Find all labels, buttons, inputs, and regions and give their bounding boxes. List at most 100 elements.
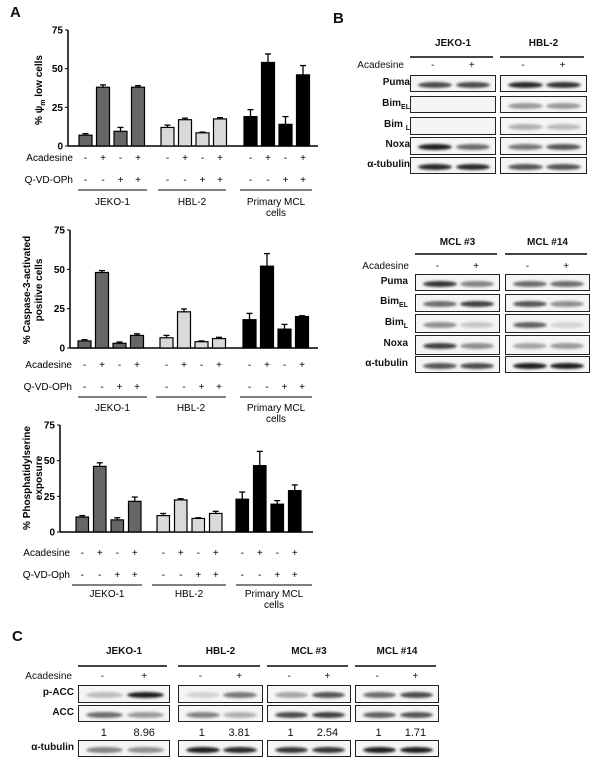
pacc-ratio: 1.71 xyxy=(404,727,427,739)
blot-row-label: Puma xyxy=(382,76,410,88)
y-axis-label: % ψm low cells xyxy=(34,55,47,125)
blot-row-label: α-tubulin xyxy=(367,158,410,170)
qvd-sign: + xyxy=(118,175,124,186)
acadesine-sign: + xyxy=(299,360,305,371)
label-subscript: EL xyxy=(399,302,408,309)
acadesine-row-label: Acadesine xyxy=(25,360,72,371)
lane-sign: + xyxy=(468,60,475,71)
blot-strip xyxy=(500,117,587,135)
protein-band xyxy=(512,321,547,328)
blot-group-header: JEKO-1 xyxy=(105,646,143,657)
bar-hbl-2 xyxy=(176,311,192,349)
protein-band xyxy=(185,692,220,698)
group-underline xyxy=(410,56,493,58)
bar-jeko-1 xyxy=(77,340,92,349)
blot-strip xyxy=(500,96,587,113)
y-tick-label: 50 xyxy=(52,64,64,75)
group-label: HBL-2 xyxy=(177,403,206,414)
qvd-sign: - xyxy=(101,175,104,186)
panel-letter-a: A xyxy=(10,4,21,21)
panel-letter-c: C xyxy=(12,628,23,645)
bar-primary-mcl xyxy=(294,315,310,349)
acadesine-sign: - xyxy=(116,548,119,559)
bar-jeko-1 xyxy=(129,334,145,349)
protein-band xyxy=(362,746,397,753)
protein-band xyxy=(362,711,397,718)
y-tick-label: 75 xyxy=(52,26,64,37)
blot-row-label: α-tubulin xyxy=(31,741,74,753)
acadesine-sign: + xyxy=(265,153,271,164)
blot-strip xyxy=(410,75,496,92)
acadesine-row-label: Acadesine xyxy=(23,548,70,559)
acadesine-sign: - xyxy=(118,360,121,371)
protein-band xyxy=(460,301,495,307)
bar-jeko-1 xyxy=(127,500,142,533)
blot-strip xyxy=(500,75,587,92)
acadesine-sign: - xyxy=(284,153,287,164)
protein-band xyxy=(86,692,124,698)
blot-strip xyxy=(178,685,263,703)
acadesine-sign: - xyxy=(276,548,279,559)
qvd-sign: + xyxy=(283,175,289,186)
y-tick-label: 75 xyxy=(54,226,66,237)
protein-band xyxy=(460,321,495,328)
bar-jeko-1 xyxy=(95,86,111,147)
lane-sign: + xyxy=(473,261,480,272)
protein-band xyxy=(550,321,585,328)
protein-band xyxy=(507,144,543,150)
blot-strip xyxy=(415,294,500,312)
pacc-ratio: 3.81 xyxy=(228,727,250,739)
bar-hbl-2 xyxy=(212,118,228,147)
blot-strip xyxy=(355,685,439,703)
group-label: JEKO-1 xyxy=(95,197,130,208)
protein-band xyxy=(362,692,397,698)
blot-strip xyxy=(410,96,496,113)
blot-strip xyxy=(267,740,351,757)
protein-band xyxy=(507,163,543,170)
blot-group-header: MCL #3 xyxy=(291,646,327,657)
blot-strip xyxy=(505,294,590,312)
blot-row-label: α-tubulin xyxy=(365,357,408,369)
protein-band xyxy=(455,144,491,150)
lane-sign: - xyxy=(100,671,105,682)
protein-band xyxy=(550,280,585,287)
protein-band xyxy=(422,343,457,349)
acadesine-sign: - xyxy=(241,548,244,559)
bar-jeko-1 xyxy=(78,134,93,147)
blot-strip xyxy=(267,685,351,703)
label-subscript: L xyxy=(403,322,408,330)
blot-strip xyxy=(415,274,500,291)
bar-primary-mcl xyxy=(277,328,292,349)
group-label: JEKO-1 xyxy=(95,403,130,414)
acadesine-sign: - xyxy=(201,153,204,164)
qvd-row-label: Q-VD-OPh xyxy=(24,382,72,393)
blot-strip xyxy=(505,356,590,373)
lane-sign: + xyxy=(412,671,419,682)
qvd-sign: - xyxy=(162,570,165,581)
qvd-sign: - xyxy=(179,570,182,581)
group-underline xyxy=(415,253,497,255)
bar-hbl-2 xyxy=(159,337,174,349)
blot-strip xyxy=(415,314,500,333)
blot-row-label: p-ACC xyxy=(42,687,74,698)
blot-row-label: Puma xyxy=(380,275,408,287)
acadesine-sign: - xyxy=(200,360,203,371)
bar-primary-mcl xyxy=(252,465,267,533)
protein-band xyxy=(126,692,164,698)
acadesine-sign: + xyxy=(97,548,103,559)
protein-band xyxy=(546,163,582,170)
qvd-sign: + xyxy=(300,175,306,186)
bar-hbl-2 xyxy=(173,499,188,533)
blot-strip xyxy=(78,705,170,722)
lane-sign: - xyxy=(431,60,435,71)
protein-band xyxy=(417,144,453,150)
lane-sign: + xyxy=(324,671,331,682)
pacc-ratio: 1 xyxy=(100,727,107,739)
qvd-sign: + xyxy=(117,382,123,393)
panel-letter-b: B xyxy=(333,10,344,27)
pacc-ratio: 2.54 xyxy=(316,727,339,739)
qvd-sign: + xyxy=(195,570,201,581)
protein-band xyxy=(399,746,434,753)
qvd-sign: - xyxy=(249,175,252,186)
